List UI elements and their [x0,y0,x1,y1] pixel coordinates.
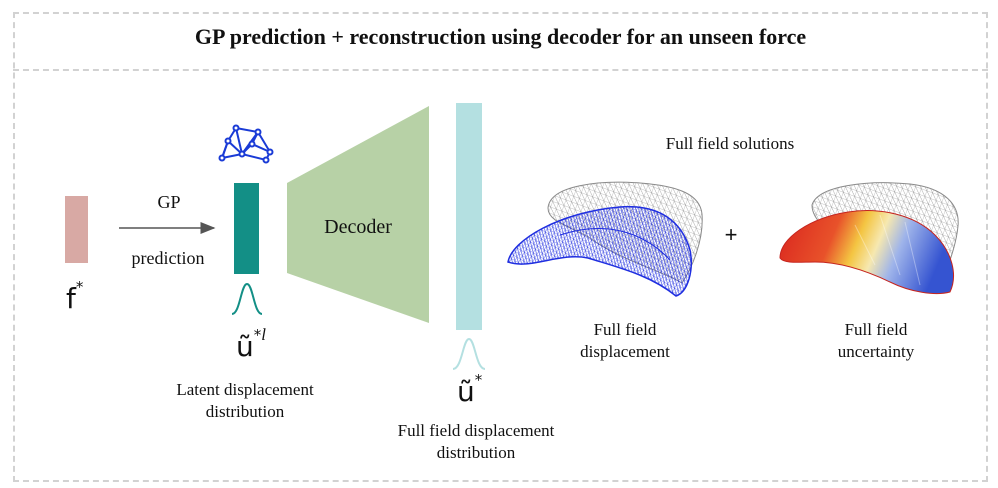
output-caption: Full field displacement distribution [397,421,555,462]
latent-caption: Latent displacement distribution [176,380,314,421]
displacement-caption: Full field displacement [580,320,670,361]
latent-bar [234,183,259,274]
diagram-title: GP prediction + reconstruction using dec… [194,24,807,49]
decoder-block [287,106,429,323]
title-divider [13,69,988,71]
latent-gaussian-curve-icon [231,282,263,315]
input-force-symbol: f* [66,277,84,315]
dashed-frame [13,12,988,482]
output-symbol: ũ* [457,370,483,408]
decoder-label: Decoder [324,216,392,238]
uncertainty-caption: Full field uncertainty [837,320,915,361]
solutions-heading: Full field solutions [665,134,795,153]
output-gaussian-curve-icon [452,337,486,370]
displacement-liver-mesh-icon [507,181,703,297]
gp-label: GP [157,192,181,212]
output-bar [456,103,482,330]
input-force-bar [65,196,88,263]
prediction-label: prediction [131,248,205,268]
uncertainty-liver-mesh-icon [779,182,959,295]
graph-network-icon [218,124,274,164]
latent-symbol: ũ*l [236,324,266,363]
plus-sign: + [724,222,738,247]
